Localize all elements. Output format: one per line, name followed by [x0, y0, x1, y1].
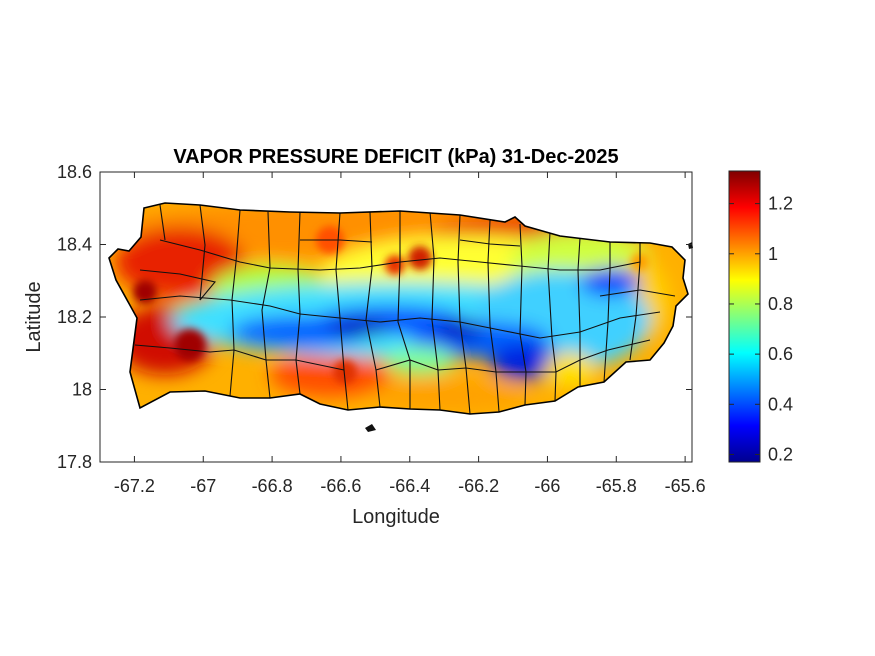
y-axis-label: Latitude [23, 281, 45, 352]
colorbar-ticks: 0.2 0.4 0.6 0.8 1 1.2 [729, 194, 793, 464]
colorbar-tick-label: 0.4 [768, 394, 793, 414]
colorbar-tick-label: 1.2 [768, 194, 793, 214]
x-tick-label: -66.6 [320, 476, 361, 496]
x-tick-label: -65.6 [665, 476, 706, 496]
y-tick-label: 18.4 [57, 235, 92, 255]
colorbar-tick-label: 1 [768, 244, 778, 264]
y-tick-label: 18 [72, 380, 92, 400]
colorbar-tick-label: 0.2 [768, 444, 793, 464]
islet-caja-de-muertos [365, 424, 376, 432]
colorbar [728, 170, 761, 463]
x-tick-label: -66.8 [252, 476, 293, 496]
y-axis: 17.8 18 18.2 18.4 18.6 [57, 162, 692, 472]
colorbar-tick-label: 0.8 [768, 294, 793, 314]
x-tick-label: -66.4 [389, 476, 430, 496]
x-tick-label: -65.8 [596, 476, 637, 496]
islet-northeast [688, 242, 693, 249]
x-tick-label: -67.2 [114, 476, 155, 496]
vpd-field [109, 203, 688, 414]
y-tick-label: 18.2 [57, 307, 92, 327]
municipal-boundaries [134, 204, 676, 414]
y-tick-label: 17.8 [57, 452, 92, 472]
colorbar-tick-label: 0.6 [768, 344, 793, 364]
x-tick-label: -66 [534, 476, 560, 496]
x-axis-label: Longitude [352, 506, 440, 528]
x-tick-label: -66.2 [458, 476, 499, 496]
x-tick-label: -67 [190, 476, 216, 496]
y-tick-label: 18.6 [57, 162, 92, 182]
x-axis: -67.2 -67 -66.8 -66.6 -66.4 -66.2 -66 -65.8 -65.… [114, 172, 706, 496]
chart-title: VAPOR PRESSURE DEFICIT (kPa) 31-Dec-2025 [173, 146, 618, 168]
